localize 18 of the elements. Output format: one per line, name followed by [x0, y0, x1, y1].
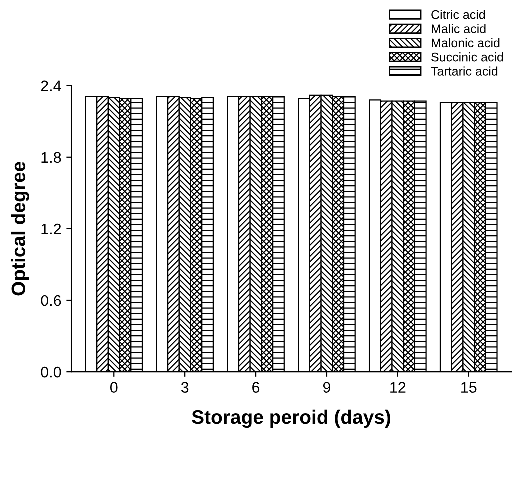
x-axis-title: Storage peroid (days): [192, 410, 390, 428]
legend-label: Citric acid: [432, 10, 486, 20]
x-tick-label: 12: [390, 382, 406, 393]
y-tick-label: 0.6: [41, 295, 62, 306]
x-tick-label: 9: [323, 382, 330, 394]
legend-label: Succinic acid: [432, 52, 504, 62]
y-tick-label: 1.8: [42, 152, 62, 164]
legend-label: Tartaric acid: [431, 66, 498, 76]
x-tick-label: 0: [110, 382, 118, 394]
y-tick-label: 1.2: [42, 224, 62, 234]
x-tick-label: 15: [462, 382, 477, 394]
x-tick-label: 3: [181, 382, 189, 394]
legend-label: Malonic acid: [432, 38, 500, 48]
y-tick-label: 0.0: [41, 366, 62, 378]
y-axis-title: Optical degree: [11, 162, 30, 296]
y-tick-label: 2.4: [41, 80, 62, 92]
x-tick-label: 6: [252, 382, 260, 394]
legend-label: Malic acid: [432, 24, 486, 34]
